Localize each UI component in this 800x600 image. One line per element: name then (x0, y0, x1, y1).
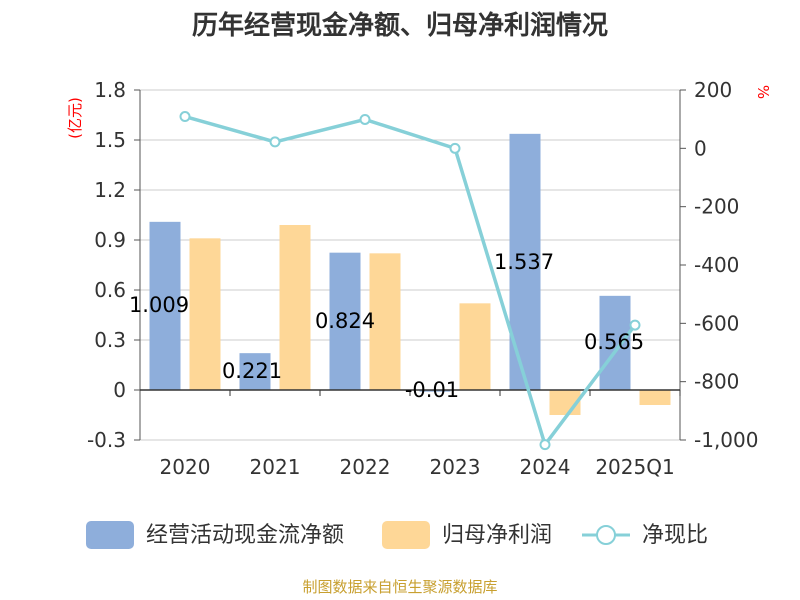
bars (149, 133, 671, 415)
cashflow-bar (419, 390, 451, 392)
right-tick-label: -800 (694, 370, 739, 394)
legend-marker-ratio (596, 525, 616, 545)
ratio-point (269, 136, 281, 148)
x-tick-label: 2023 (430, 455, 481, 479)
ratio-point (179, 111, 191, 123)
profit-bar (279, 225, 311, 390)
right-tick-label: 0 (694, 136, 707, 160)
cashflow-data-label: 0.565 (584, 330, 644, 354)
x-tick-label: 2021 (250, 455, 301, 479)
cashflow-data-label: 0.824 (315, 309, 375, 333)
right-axis-unit: % (754, 85, 772, 99)
cashflow-bar (329, 252, 361, 390)
cashflow-data-label: 0.221 (222, 359, 282, 383)
ratio-point (539, 439, 551, 451)
legend-label-profit: 归母净利润 (442, 523, 552, 548)
cashflow-data-label: 1.537 (494, 250, 554, 274)
ratio-point (449, 142, 461, 154)
cashflow-bar (239, 353, 271, 390)
right-tick-label: -400 (694, 253, 739, 277)
right-tick-label: 200 (694, 78, 732, 102)
profit-bar (639, 390, 671, 405)
legend-swatch-profit (382, 521, 430, 549)
x-tick-label: 2022 (340, 455, 391, 479)
left-axis-unit: (亿元) (66, 97, 84, 139)
ratio-point (629, 319, 641, 331)
profit-bar (189, 238, 221, 390)
source-note: 制图数据来自恒生聚源数据库 (302, 578, 497, 596)
ratio-line (179, 111, 641, 451)
left-tick-label: 0.3 (94, 328, 126, 352)
legend: 经营活动现金流净额 归母净利润 净现比 (86, 521, 708, 549)
legend-label-cashflow: 经营活动现金流净额 (146, 523, 344, 548)
x-tick-label: 2020 (160, 455, 211, 479)
right-tick-label: -200 (694, 195, 739, 219)
legend-swatch-cashflow (86, 521, 134, 549)
ratio-point (359, 113, 371, 125)
cashflow-bar (149, 221, 181, 390)
ratio-series-line (184, 114, 637, 449)
left-tick-label: 0 (113, 378, 126, 402)
x-tick-label: 2024 (520, 455, 571, 479)
legend-label-ratio: 净现比 (642, 523, 708, 548)
chart-title: 历年经营现金净额、归母净利润情况 (192, 10, 608, 40)
profit-bar (459, 303, 491, 390)
left-tick-label: 0.6 (94, 278, 126, 302)
cashflow-bar (599, 295, 631, 390)
profit-bar (369, 253, 401, 390)
right-tick-label: -1,000 (694, 428, 758, 452)
left-tick-label: 1.2 (94, 178, 126, 202)
left-tick-label: 1.5 (94, 128, 126, 152)
data-labels: 1.009 0.221 0.824 -0.01 1.537 0.565 (129, 250, 644, 402)
axes: -0.3 0 0.3 0.6 0.9 1.2 1.5 1.8 -1,000 -800 -600 -40… (87, 78, 759, 479)
left-tick-label: -0.3 (87, 428, 126, 452)
x-tick-label: 2025Q1 (595, 455, 674, 479)
cashflow-data-label: 1.009 (129, 293, 189, 317)
left-tick-label: 1.8 (94, 78, 126, 102)
right-tick-label: -600 (694, 311, 739, 335)
cashflow-data-label: -0.01 (405, 378, 459, 402)
left-tick-label: 0.9 (94, 228, 126, 252)
